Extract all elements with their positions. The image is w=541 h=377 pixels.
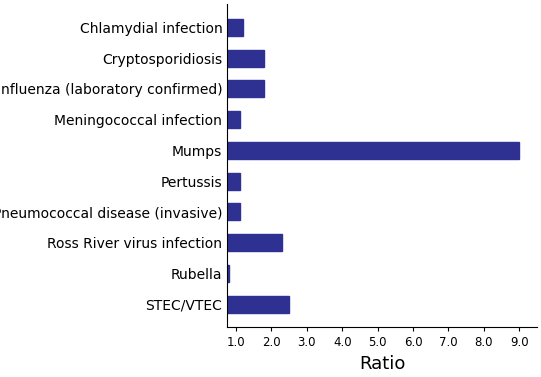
Bar	[201, 203, 240, 220]
Bar	[201, 265, 229, 282]
Bar	[201, 111, 240, 128]
Bar	[201, 50, 265, 66]
Bar	[201, 296, 289, 313]
Bar	[201, 173, 240, 190]
Bar	[201, 80, 265, 97]
X-axis label: Ratio: Ratio	[359, 355, 405, 373]
Bar	[201, 142, 519, 159]
Bar	[201, 19, 243, 36]
Bar	[201, 234, 282, 251]
